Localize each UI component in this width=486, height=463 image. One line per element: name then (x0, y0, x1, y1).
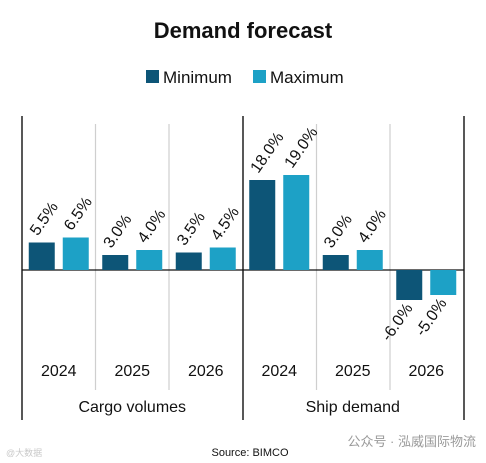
data-label: 6.5% (61, 194, 96, 234)
data-label: -5.0% (413, 296, 451, 340)
category-label: 2025 (335, 363, 371, 380)
watermark-left: @大数据 (6, 447, 42, 458)
data-label: -6.0% (379, 301, 417, 345)
category-label: 2025 (114, 363, 150, 380)
legend-label-maximum: Maximum (270, 68, 344, 87)
group-label: Cargo volumes (78, 399, 186, 416)
legend-swatch-minimum (146, 70, 159, 83)
legend: Minimum Maximum (146, 68, 344, 87)
data-label: 4.0% (135, 207, 170, 247)
data-label: 3.5% (174, 209, 209, 249)
data-label: 18.0% (248, 129, 288, 176)
bar-maximum (209, 247, 236, 270)
data-label: 3.0% (101, 212, 136, 252)
chart-axes (21, 116, 465, 420)
watermark-right: 公众号 · 泓威国际物流 (347, 434, 476, 449)
category-label: 2024 (261, 363, 297, 380)
data-label: 3.0% (321, 212, 356, 252)
bar-minimum (322, 255, 349, 270)
bar-minimum (396, 270, 423, 300)
bar-maximum (62, 237, 89, 270)
data-label: 4.0% (355, 207, 390, 247)
bar-maximum (136, 250, 163, 270)
data-label: 5.5% (27, 199, 62, 239)
source-note: Source: BIMCO (211, 447, 288, 459)
bar-maximum (356, 250, 383, 270)
bar-maximum (283, 175, 310, 270)
chart-title: Demand forecast (154, 18, 333, 43)
bar-minimum (249, 180, 276, 270)
data-label: 19.0% (282, 124, 322, 171)
bar-maximum (430, 270, 457, 295)
data-label: 4.5% (208, 204, 243, 244)
category-label: 2024 (41, 363, 77, 380)
legend-label-minimum: Minimum (163, 68, 232, 87)
legend-swatch-maximum (253, 70, 266, 83)
bar-minimum (175, 252, 202, 270)
category-label: 2026 (408, 363, 444, 380)
bar-minimum (28, 242, 55, 270)
chart-bars (28, 175, 457, 300)
category-label: 2026 (188, 363, 224, 380)
bar-minimum (102, 255, 129, 270)
group-label: Ship demand (306, 399, 400, 416)
